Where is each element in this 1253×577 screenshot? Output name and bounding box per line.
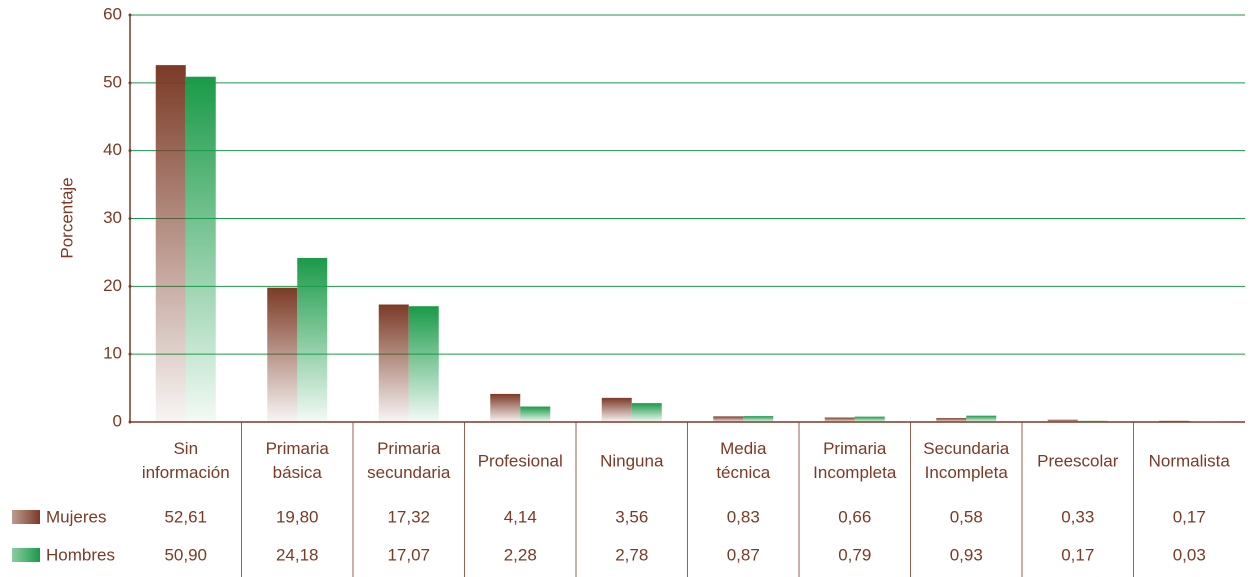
x-tick-label: Primaria Incompleta — [813, 439, 897, 482]
legend-swatch — [12, 510, 40, 524]
x-tick-label: Preescolar — [1037, 451, 1119, 470]
bar — [155, 65, 186, 422]
bar — [936, 418, 967, 422]
y-tick-label: 0 — [113, 411, 122, 430]
value-label: 0,66 — [838, 507, 871, 526]
legend-label: Hombres — [46, 545, 115, 564]
value-label: 0,03 — [1173, 545, 1206, 564]
x-tick-label: Primaria secundaria — [367, 439, 451, 482]
value-label: 19,80 — [276, 507, 319, 526]
x-tick-label: Profesional — [478, 451, 563, 470]
bar — [297, 257, 328, 422]
value-label: 2,28 — [504, 545, 537, 564]
value-label: 24,18 — [276, 545, 319, 564]
bar — [601, 397, 632, 422]
value-label: 0,33 — [1061, 507, 1094, 526]
y-tick-label: 40 — [103, 140, 122, 159]
legend-label: Mujeres — [46, 507, 106, 526]
value-label: 17,32 — [387, 507, 430, 526]
value-label: 0,87 — [727, 545, 760, 564]
bar — [185, 76, 216, 422]
bar — [267, 287, 298, 422]
bar — [824, 417, 855, 422]
bar — [1077, 420, 1108, 422]
y-tick-label: 30 — [103, 208, 122, 227]
x-tick-label: Secundaria Incompleta — [923, 439, 1010, 482]
bar — [1159, 420, 1190, 422]
x-tick-label: Primaria básica — [266, 439, 330, 482]
bar — [1047, 419, 1078, 422]
bar — [631, 403, 662, 422]
value-label: 4,14 — [504, 507, 537, 526]
value-label: 0,79 — [838, 545, 871, 564]
bar — [743, 416, 774, 422]
value-label: 0,83 — [727, 507, 760, 526]
bar — [378, 304, 409, 422]
x-tick-label: Sin información — [142, 439, 230, 482]
y-axis-label: Porcentaje — [57, 177, 76, 258]
bar — [408, 306, 439, 422]
bar — [713, 416, 744, 422]
y-tick-label: 60 — [103, 4, 122, 23]
value-label: 52,61 — [164, 507, 207, 526]
y-tick-label: 20 — [103, 276, 122, 295]
legend-swatch — [12, 548, 40, 562]
value-label: 0,58 — [950, 507, 983, 526]
bar — [520, 406, 551, 422]
value-label: 17,07 — [387, 545, 430, 564]
x-tick-label: Normalista — [1149, 451, 1231, 470]
value-label: 3,56 — [615, 507, 648, 526]
bar — [854, 416, 885, 422]
y-tick-label: 10 — [103, 344, 122, 363]
bar — [966, 415, 997, 422]
x-tick-label: Ninguna — [600, 451, 664, 470]
value-label: 0,93 — [950, 545, 983, 564]
bar — [490, 393, 521, 422]
value-label: 50,90 — [164, 545, 207, 564]
x-tick-label: Media técnica — [716, 439, 770, 482]
value-label: 0,17 — [1061, 545, 1094, 564]
y-tick-label: 50 — [103, 72, 122, 91]
value-label: 2,78 — [615, 545, 648, 564]
value-label: 0,17 — [1173, 507, 1206, 526]
